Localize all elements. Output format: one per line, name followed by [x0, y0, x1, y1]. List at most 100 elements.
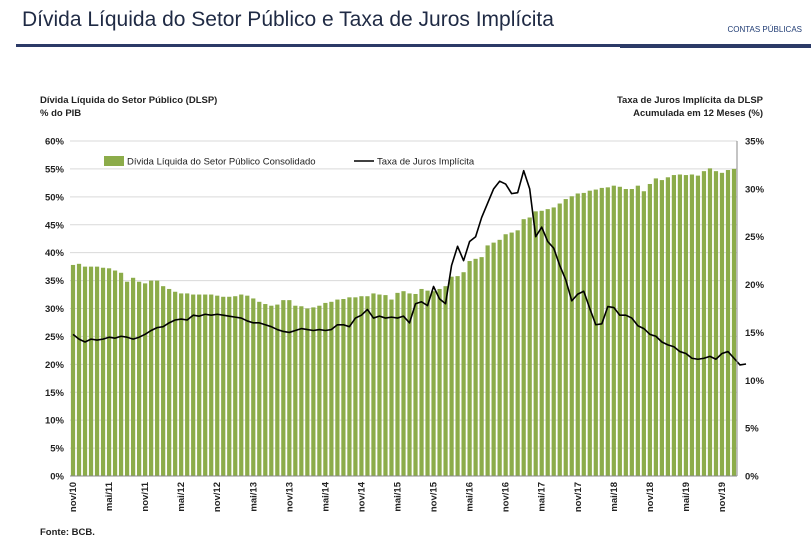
y-right-tick-label: 20%: [745, 280, 765, 291]
x-tick-label: mai/17: [537, 482, 548, 512]
debt-bar: [155, 280, 160, 476]
y-left-tick-label: 0%: [50, 472, 64, 483]
page-title: Dívida Líquida do Setor Público e Taxa d…: [22, 8, 554, 31]
x-tick-label: nov/11: [140, 481, 151, 511]
y-right-tick-label: 30%: [745, 184, 765, 195]
debt-bar: [719, 172, 725, 476]
debt-bar: [485, 245, 490, 476]
debt-bar: [701, 171, 707, 476]
debt-bar: [629, 189, 634, 476]
x-tick-label: nov/12: [212, 482, 223, 512]
debt-bar: [179, 293, 184, 476]
debt-bar: [383, 295, 388, 476]
debt-bar: [143, 283, 148, 477]
debt-bar: [239, 294, 244, 476]
y-left-tick-label: 5%: [50, 444, 64, 455]
debt-bar: [497, 239, 502, 476]
x-tick-label: mai/13: [248, 482, 259, 512]
y-left-tick-label: 60%: [45, 137, 65, 148]
debt-bar: [347, 297, 352, 476]
legend-label-debt: Dívida Líquida do Setor Público Consolid…: [127, 157, 316, 168]
x-tick-label: nov/19: [717, 482, 728, 512]
debt-bar: [371, 293, 376, 476]
debt-bar: [581, 192, 586, 477]
debt-bar: [413, 293, 418, 476]
x-tick-label: mai/15: [392, 481, 403, 511]
source-note: Fonte: BCB.: [40, 527, 95, 538]
debt-bar: [395, 292, 400, 476]
right-axis-title: Taxa de Juros Implícita da DLSP Acumulad…: [617, 94, 763, 120]
debt-bar: [329, 301, 334, 476]
y-left-tick-label: 55%: [45, 164, 65, 175]
debt-bar: [689, 174, 695, 476]
debt-bar: [124, 281, 130, 476]
debt-bar: [725, 170, 731, 476]
debt-bar: [118, 272, 124, 476]
debt-bar: [431, 291, 436, 476]
debt-bar: [353, 297, 358, 476]
right-axis-title-line-2: Acumulada em 12 Meses (%): [633, 108, 763, 119]
debt-bar: [599, 187, 604, 476]
debt-bar: [635, 185, 640, 477]
y-left-tick-label: 20%: [45, 360, 65, 371]
debt-bar: [263, 304, 268, 476]
legend-label-rate: Taxa de Juros Implícita: [377, 157, 475, 168]
debt-bar: [233, 296, 238, 476]
y-right-tick-label: 10%: [745, 376, 765, 387]
debt-bar: [575, 193, 580, 477]
y-right-tick-label: 25%: [745, 232, 765, 243]
x-tick-label: mai/12: [176, 482, 187, 512]
right-axis-title-line-1: Taxa de Juros Implícita da DLSP: [616, 95, 763, 106]
debt-bar: [191, 294, 196, 476]
debt-bar: [533, 211, 538, 476]
debt-bar: [515, 230, 520, 476]
y-right-tick-label: 5%: [745, 424, 759, 435]
debt-bar: [551, 207, 556, 476]
debt-bar: [479, 257, 484, 476]
debt-bar: [593, 189, 598, 476]
debt-bar: [557, 203, 562, 476]
debt-bar: [112, 270, 118, 476]
debt-bar: [269, 305, 274, 476]
debt-bar: [569, 196, 574, 476]
debt-bar: [437, 288, 442, 476]
debt-bar: [317, 305, 322, 476]
debt-bar: [209, 294, 214, 476]
y-left-tick-label: 25%: [45, 332, 65, 343]
debt-bar: [293, 305, 298, 476]
debt-bar: [509, 232, 514, 476]
debt-bar: [665, 177, 670, 477]
debt-bar: [473, 258, 478, 476]
debt-bar: [245, 295, 250, 476]
debt-bar: [491, 242, 496, 476]
debt-bar: [707, 168, 713, 477]
debt-bar: [251, 298, 256, 476]
debt-bars: [70, 168, 737, 477]
x-tick-label: mai/11: [104, 481, 115, 511]
legend-swatch-debt: [104, 156, 124, 166]
debt-bar: [299, 306, 304, 476]
y-right-tick-label: 35%: [745, 137, 765, 148]
debt-bar: [419, 288, 424, 476]
debt-bar: [82, 266, 88, 477]
debt-bar: [197, 294, 202, 476]
debt-bar: [605, 187, 610, 476]
debt-bar: [88, 266, 94, 477]
x-tick-label: nov/18: [645, 482, 656, 512]
debt-bar: [167, 288, 172, 476]
x-tick-label: mai/16: [465, 482, 476, 512]
debt-bar: [461, 272, 466, 476]
debt-bar: [173, 291, 178, 476]
debt-bar: [455, 276, 460, 476]
left-axis-title-line-1: Dívida Líquida do Setor Público (DLSP): [40, 95, 218, 106]
debt-bar: [76, 263, 82, 476]
debt-bar: [653, 178, 658, 476]
debt-bar: [611, 185, 616, 477]
x-tick-label: nov/15: [429, 481, 440, 512]
debt-bar: [287, 300, 292, 477]
header-rule-accent: [620, 44, 811, 48]
x-tick-label: mai/18: [609, 482, 620, 512]
debt-bar: [70, 264, 76, 476]
interest-line: [72, 169, 747, 366]
